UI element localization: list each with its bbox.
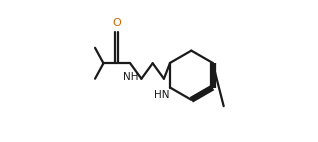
Text: HN: HN (154, 90, 169, 100)
Text: O: O (113, 18, 121, 28)
Text: NH: NH (123, 72, 139, 82)
